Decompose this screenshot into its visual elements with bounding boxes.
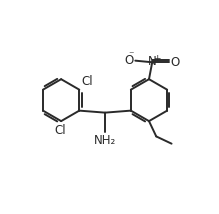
Text: N: N — [148, 55, 157, 68]
Text: NH₂: NH₂ — [94, 134, 116, 147]
Text: Cl: Cl — [55, 124, 66, 137]
Text: +: + — [153, 54, 161, 63]
Text: O: O — [124, 54, 134, 67]
Text: ⁻: ⁻ — [128, 50, 134, 60]
Text: Cl: Cl — [81, 75, 93, 88]
Text: O: O — [170, 56, 180, 69]
